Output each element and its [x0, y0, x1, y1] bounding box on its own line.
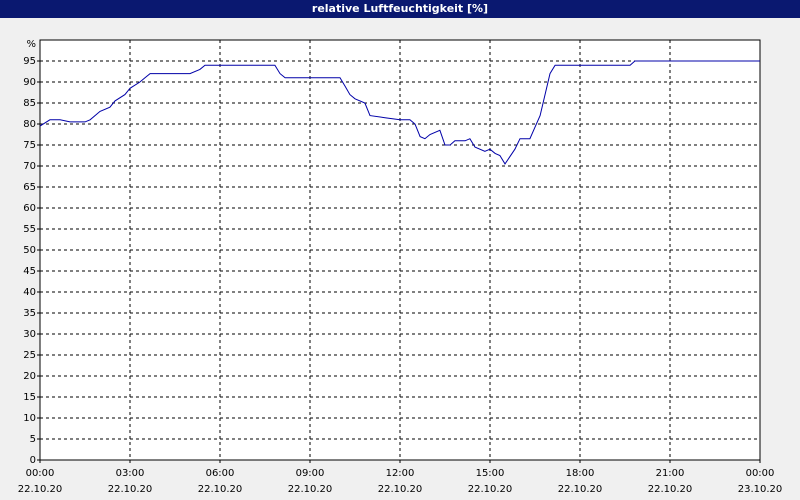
- x-tick-label: 00:00: [26, 468, 55, 479]
- title-bar: [0, 0, 800, 18]
- x-tick-date: 22.10.20: [558, 484, 603, 495]
- y-tick-label: 70: [23, 161, 36, 172]
- x-tick-label: 15:00: [476, 468, 505, 479]
- data-line: [39, 60, 760, 165]
- y-tick-label: 50: [23, 245, 36, 256]
- y-tick-label: 0: [30, 455, 36, 466]
- x-tick-date: 22.10.20: [468, 484, 513, 495]
- y-tick-label: 35: [23, 308, 36, 319]
- y-tick-label: 15: [23, 392, 36, 403]
- y-tick-label: 85: [23, 98, 36, 109]
- y-tick-label: 90: [23, 77, 36, 88]
- x-tick-label: 09:00: [296, 468, 325, 479]
- y-tick-label: 60: [23, 203, 36, 214]
- y-tick-label: 95: [23, 56, 36, 67]
- y-tick-label: 45: [23, 266, 36, 277]
- x-tick-label: 18:00: [566, 468, 595, 479]
- y-tick-label: 40: [23, 287, 36, 298]
- x-tick-date: 23.10.20: [738, 484, 783, 495]
- y-tick-label: 25: [23, 350, 36, 361]
- x-tick-date: 22.10.20: [648, 484, 693, 495]
- x-tick-date: 22.10.20: [108, 484, 153, 495]
- y-tick-label: 75: [23, 140, 36, 151]
- y-tick-label: 55: [23, 224, 36, 235]
- x-tick-date: 22.10.20: [18, 484, 63, 495]
- y-tick-label: 30: [23, 329, 36, 340]
- x-tick-label: 00:00: [746, 468, 775, 479]
- y-unit: %: [26, 39, 36, 50]
- x-tick-label: 03:00: [116, 468, 145, 479]
- chart-title: relative Luftfeuchtigkeit [%]: [312, 2, 488, 15]
- x-tick-label: 06:00: [206, 468, 235, 479]
- x-tick-date: 22.10.20: [198, 484, 243, 495]
- x-tick-date: 22.10.20: [288, 484, 333, 495]
- y-tick-label: 5: [30, 434, 36, 445]
- y-tick-label: 65: [23, 182, 36, 193]
- y-tick-label: 20: [23, 371, 36, 382]
- y-tick-label: 10: [23, 413, 36, 424]
- x-tick-date: 22.10.20: [378, 484, 423, 495]
- y-tick-label: 80: [23, 119, 36, 130]
- x-tick-label: 21:00: [656, 468, 685, 479]
- x-tick-label: 12:00: [386, 468, 415, 479]
